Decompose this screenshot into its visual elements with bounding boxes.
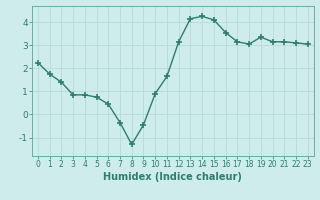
X-axis label: Humidex (Indice chaleur): Humidex (Indice chaleur) bbox=[103, 172, 242, 182]
